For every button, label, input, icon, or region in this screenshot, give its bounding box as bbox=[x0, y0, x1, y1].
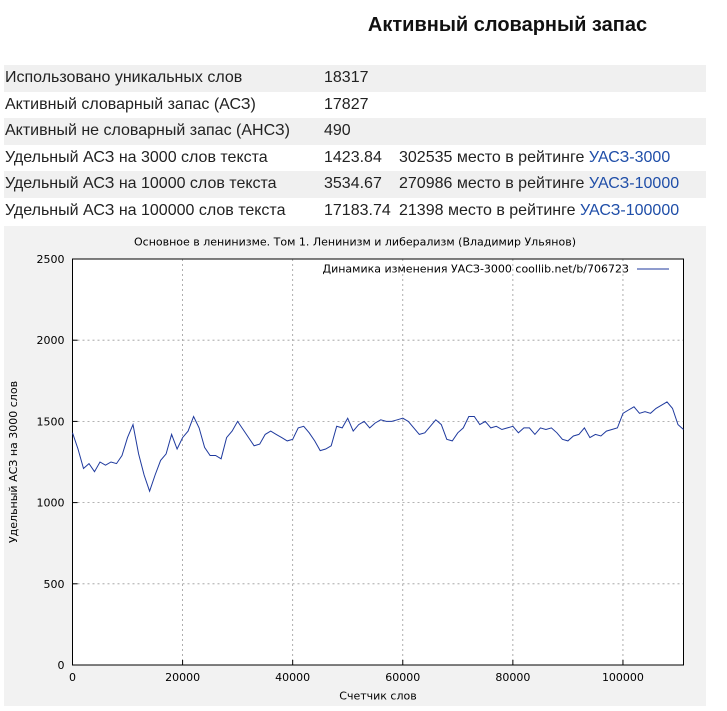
stat-label: Использовано уникальных слов bbox=[4, 65, 323, 92]
stat-rank bbox=[398, 65, 706, 92]
rank-text: 302535 место в рейтинге bbox=[399, 148, 589, 166]
line-chart: 0 20000 40000 60000 80000 100000 0 500 1000 1500 2… bbox=[7, 236, 684, 703]
y-tick-label: 0 bbox=[58, 659, 65, 672]
stat-value: 17183.74 bbox=[324, 201, 391, 219]
stat-rank bbox=[398, 92, 706, 119]
stats-row: Активный не словарный запас (АНСЗ) 490 bbox=[4, 118, 706, 145]
y-tick-label: 1000 bbox=[37, 497, 65, 510]
rating-link[interactable]: УАСЗ-10000 bbox=[588, 175, 680, 193]
rank-text: 21398 место в рейтинге bbox=[399, 201, 580, 219]
stats-table: Использовано уникальных слов 18317 Активны… bbox=[4, 65, 706, 224]
chart-panel: 0 20000 40000 60000 80000 100000 0 500 1000 1500 2… bbox=[4, 226, 706, 706]
y-axis-label: Удельный АСЗ на 3000 слов bbox=[7, 381, 20, 543]
rank-text: 270986 место в рейтинге bbox=[399, 175, 589, 193]
x-tick-label: 60000 bbox=[385, 671, 420, 684]
legend-label: Динамика изменения УАСЗ-3000 coollib.net… bbox=[323, 263, 630, 276]
rating-link[interactable]: УАСЗ-3000 bbox=[588, 148, 671, 166]
stat-value: 490 bbox=[323, 118, 398, 145]
y-tick-label: 1500 bbox=[37, 415, 65, 428]
x-axis-label: Счетчик слов bbox=[339, 690, 416, 703]
stat-value: 1423.84 bbox=[324, 148, 382, 166]
chart-title: Основное в ленинизме. Том 1. Ленинизм и … bbox=[134, 236, 576, 249]
stat-rank: 21398 место в рейтинге УАСЗ-100000 bbox=[398, 198, 706, 225]
stat-rank: 302535 место в рейтинге УАСЗ-3000 bbox=[398, 145, 706, 172]
stat-label: Удельный АСЗ на 10000 слов текста bbox=[4, 171, 323, 198]
stat-rank: 270986 место в рейтинге УАСЗ-10000 bbox=[398, 171, 706, 198]
plot-area bbox=[72, 259, 684, 665]
x-tick-label: 40000 bbox=[275, 671, 310, 684]
y-tick-label: 500 bbox=[44, 578, 65, 591]
stats-row: Удельный АСЗ на 10000 слов текста 3534.67… bbox=[4, 171, 706, 198]
stats-row: Использовано уникальных слов 18317 bbox=[4, 65, 706, 92]
x-tick-label: 20000 bbox=[165, 671, 200, 684]
plot-frame bbox=[72, 258, 684, 666]
stat-label: Активный словарный запас (АСЗ) bbox=[5, 95, 256, 113]
stat-label: Удельный АСЗ на 100000 слов текста bbox=[5, 201, 286, 219]
stats-row: Активный словарный запас (АСЗ) 17827 bbox=[4, 92, 706, 119]
stat-label: Активный не словарный запас (АНСЗ) bbox=[4, 118, 323, 145]
y-tick-label: 2000 bbox=[37, 334, 65, 347]
series-line bbox=[72, 401, 684, 493]
y-tick-label: 2500 bbox=[37, 253, 65, 266]
stat-value: 18317 bbox=[323, 65, 398, 92]
stat-value: 17827 bbox=[324, 95, 369, 113]
stat-label: Удельный АСЗ на 3000 слов текста bbox=[5, 148, 268, 166]
x-tick-label: 0 bbox=[69, 671, 76, 684]
stat-value: 3534.67 bbox=[323, 171, 398, 198]
stats-row: Удельный АСЗ на 3000 слов текста 1423.84 3… bbox=[4, 145, 706, 172]
rating-link[interactable]: УАСЗ-100000 bbox=[579, 201, 680, 219]
stat-rank bbox=[398, 118, 706, 145]
x-tick-label: 100000 bbox=[602, 671, 644, 684]
page-title: Активный словарный запас bbox=[367, 14, 648, 36]
x-tick-label: 80000 bbox=[495, 671, 530, 684]
stats-row: Удельный АСЗ на 100000 слов текста 17183.… bbox=[4, 198, 706, 225]
